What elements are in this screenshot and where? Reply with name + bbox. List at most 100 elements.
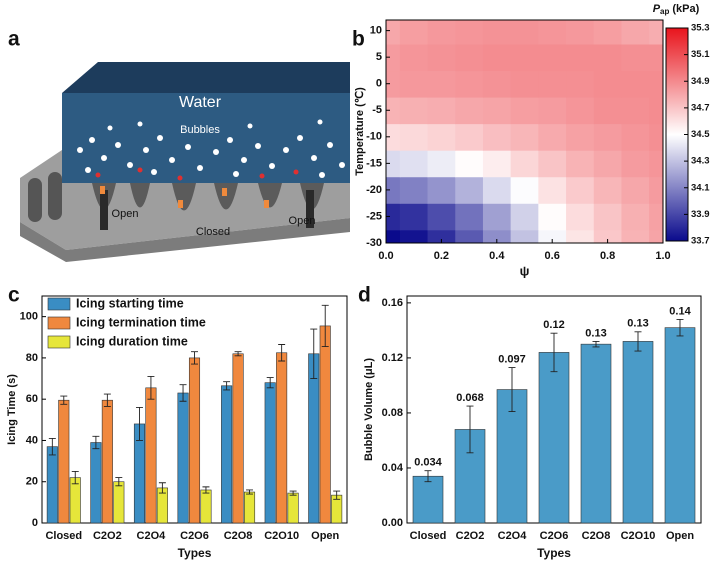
heatmap-cell [510, 176, 539, 204]
heatmap-cell [593, 229, 623, 243]
y-tick-label: 0.04 [382, 462, 404, 474]
x-tick-label: C2O8 [224, 530, 253, 542]
error-bar [60, 395, 68, 405]
heatmap-cell [538, 96, 567, 125]
heatmap-cell [510, 150, 539, 178]
y-tick-label: 0.08 [382, 407, 403, 419]
heatmap-cell [621, 20, 650, 45]
error-bar [202, 486, 210, 494]
bar [101, 399, 113, 524]
heatmap-cell [621, 176, 650, 204]
x-tick-label: 0.6 [545, 250, 560, 262]
y-tick-label: 5 [376, 51, 382, 63]
y-axis-label: Bubble Volume (μL) [363, 358, 375, 461]
y-tick-label: 60 [26, 393, 38, 405]
y-tick-label: 0.00 [382, 517, 403, 529]
heatmap-cell [482, 229, 512, 243]
flow-arrows [95, 167, 299, 181]
plot-frame [385, 19, 664, 244]
x-axis-label: Types [178, 546, 212, 560]
error-bar [135, 406, 143, 441]
x-tick-label: Open [311, 530, 339, 542]
illustration: a [8, 28, 350, 262]
error-bar [550, 332, 558, 373]
heatmap-cell [566, 229, 595, 243]
heatmap-cell [427, 176, 456, 204]
water-label: Water [179, 94, 222, 111]
value-label: 0.097 [498, 353, 526, 365]
x-tick-label: C2O10 [621, 530, 656, 542]
heatmap-cell [538, 70, 567, 98]
heatmap-cell [593, 203, 623, 231]
error-bar [466, 405, 474, 454]
heatmap-cell [386, 96, 401, 125]
heatmap-cell [386, 70, 401, 98]
heatmap-cell [399, 176, 429, 204]
x-tick-label: 0.2 [434, 250, 449, 262]
heatmap-cell [510, 203, 539, 231]
error-bar [266, 377, 274, 389]
heatmap-cell [399, 203, 429, 231]
colorbar-tick-label: 34.5 [691, 129, 710, 140]
substrate-edge [20, 218, 350, 262]
heatmap-cell [510, 229, 539, 243]
heatmap-cell [510, 43, 539, 72]
bar [664, 327, 696, 524]
heatmap-cell [427, 150, 456, 178]
heatmap-cell [427, 123, 456, 151]
y-tick-label: -5 [372, 104, 382, 116]
y-tick-label: -10 [366, 131, 382, 143]
heatmap-cell [621, 96, 650, 125]
y-tick-label: 0.16 [382, 297, 403, 309]
heatmap-cell [649, 96, 663, 125]
legend-label: Icing duration time [76, 334, 188, 348]
heatmap-cell [399, 150, 429, 178]
heatmap-cell [482, 150, 512, 178]
heatmap-cell [482, 123, 512, 151]
colorbar-tick-label: 35.1 [691, 49, 710, 60]
error-bar [246, 489, 254, 495]
heatmap-cell [482, 70, 512, 98]
value-label: 0.12 [543, 319, 564, 331]
error-bar [158, 482, 166, 494]
x-tick-label: C2O8 [582, 530, 611, 542]
value-label: 0.068 [456, 392, 484, 404]
heatmap-cell [566, 43, 595, 72]
heatmap-cell [538, 203, 567, 231]
heatmap-cell [386, 229, 401, 243]
heatmap-cell [510, 20, 539, 45]
heatmap-cell [593, 150, 623, 178]
heatmap-cell [510, 70, 539, 98]
heatmap-cell [649, 123, 663, 151]
error-bar [103, 393, 111, 407]
heatmap-cell [566, 150, 595, 178]
y-tick-label: -20 [366, 184, 382, 196]
error-bar [179, 384, 187, 402]
heatmap-cell [455, 123, 484, 151]
error-bar [592, 340, 600, 348]
y-tick-label: 0.12 [382, 352, 403, 364]
bar [145, 387, 157, 524]
x-tick-label: C2O6 [180, 530, 209, 542]
bar [221, 385, 233, 524]
heatmap-cell [455, 70, 484, 98]
y-tick-label: -25 [366, 210, 382, 222]
heatmap-cell [621, 203, 650, 231]
heatmap-cell [538, 123, 567, 151]
heatmap-cell [386, 176, 401, 204]
heatmap-cell [386, 123, 401, 151]
pillars [28, 172, 62, 222]
heatmap-cell [455, 150, 484, 178]
heatmap-cell [510, 123, 539, 151]
x-tick-label: C2O6 [540, 530, 569, 542]
error-bar [310, 328, 318, 379]
heatmap-cell [649, 229, 663, 243]
heatmap-cell [649, 43, 663, 72]
heatmap-cell [566, 70, 595, 98]
heatmap-cell [386, 20, 401, 45]
heatmap-cell [538, 20, 567, 45]
heatmap-cell [593, 123, 623, 151]
heatmap-cell [455, 203, 484, 231]
bar [538, 352, 570, 524]
